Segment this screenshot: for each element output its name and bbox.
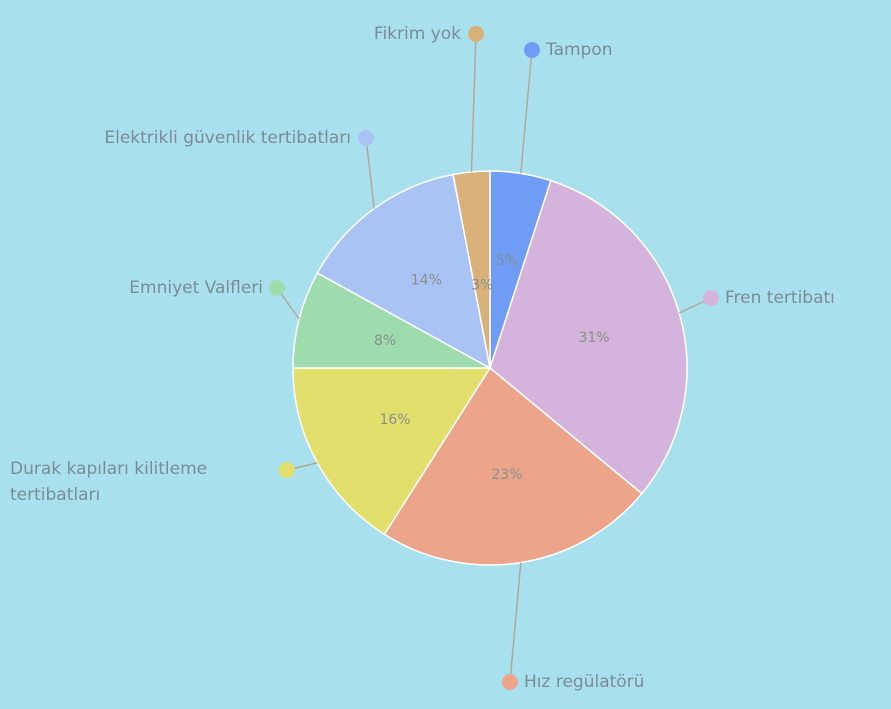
percent-label: 16% — [379, 412, 410, 428]
slice-label: Elektrikli güvenlik tertibatları — [104, 125, 351, 151]
percent-label: 5% — [496, 253, 518, 269]
leader-line — [366, 138, 374, 209]
legend-dot — [279, 462, 295, 478]
percent-label: 3% — [471, 278, 493, 294]
percent-label: 8% — [374, 333, 396, 349]
screenshot: 5% 31% 23% 16% 8% 14% 3% Tampon Fren tertibatı H… — [0, 0, 891, 709]
percent-label: 31% — [578, 330, 609, 346]
leader-line — [521, 50, 532, 173]
legend-dot — [703, 290, 719, 306]
slice-label: Hız regülatörü — [524, 669, 644, 695]
slice-label: Fren tertibatı — [725, 285, 835, 311]
percent-label: 23% — [491, 467, 522, 483]
slice-label: Tampon — [546, 37, 613, 63]
legend-dot — [502, 674, 518, 690]
leader-line — [471, 34, 476, 172]
chart: 5% 31% 23% 16% 8% 14% 3% — [0, 0, 891, 709]
slice-label: Emniyet Valfleri — [129, 275, 263, 301]
legend-dot — [524, 42, 540, 58]
leader-line — [510, 563, 521, 682]
percent-label: 14% — [411, 272, 442, 288]
legend-dot — [269, 280, 285, 296]
slice-label: Durak kapıları kilitleme tertibatları — [10, 456, 272, 508]
slice-label: Fikrim yok — [374, 21, 461, 47]
legend-dot — [358, 130, 374, 146]
legend-dot — [468, 26, 484, 42]
